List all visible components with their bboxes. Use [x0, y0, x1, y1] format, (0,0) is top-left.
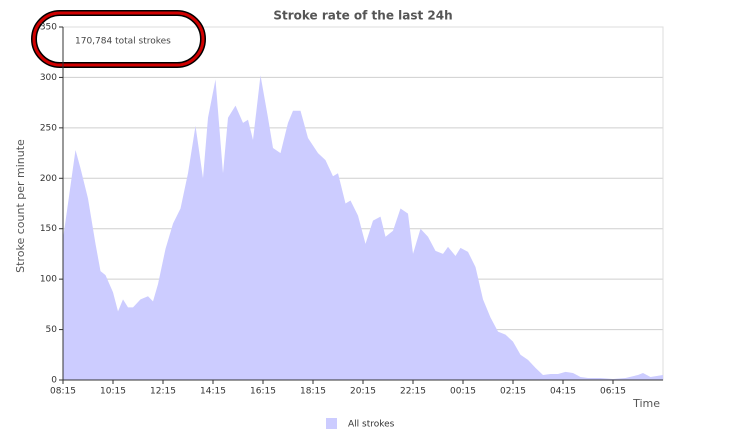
x-tick-label: 14:15 — [200, 387, 226, 397]
x-tick-label: 02:15 — [500, 387, 526, 397]
legend-swatch — [326, 418, 337, 429]
annotation: 170,784 total strokes — [75, 37, 171, 47]
x-tick-label: 04:15 — [550, 387, 576, 397]
x-tick-label: 20:15 — [350, 387, 376, 397]
legend-label: All strokes — [348, 420, 395, 430]
y-tick-label: 0 — [51, 376, 57, 386]
x-tick-label: 12:15 — [150, 387, 176, 397]
x-axis-label: Time — [632, 397, 660, 410]
x-tick-label: 08:15 — [50, 387, 76, 397]
x-tick-label: 10:15 — [100, 387, 126, 397]
y-tick-label: 300 — [40, 73, 57, 83]
y-tick-label: 250 — [40, 123, 57, 133]
y-tick-label: 350 — [40, 23, 57, 33]
x-tick-label: 22:15 — [400, 387, 426, 397]
x-tick-label: 00:15 — [450, 387, 476, 397]
area — [63, 75, 663, 380]
chart-title: Stroke rate of the last 24h — [273, 9, 452, 23]
y-tick-label: 150 — [40, 224, 57, 234]
y-tick-label: 50 — [46, 325, 58, 335]
highlight-oval — [32, 11, 205, 67]
y-tick-label: 200 — [40, 174, 57, 184]
x-tick-label: 16:15 — [250, 387, 276, 397]
y-axis-label: Stroke count per minute — [14, 139, 27, 273]
y-tick-label: 100 — [40, 275, 57, 285]
x-tick-label: 06:15 — [600, 387, 626, 397]
x-tick-label: 18:15 — [300, 387, 326, 397]
